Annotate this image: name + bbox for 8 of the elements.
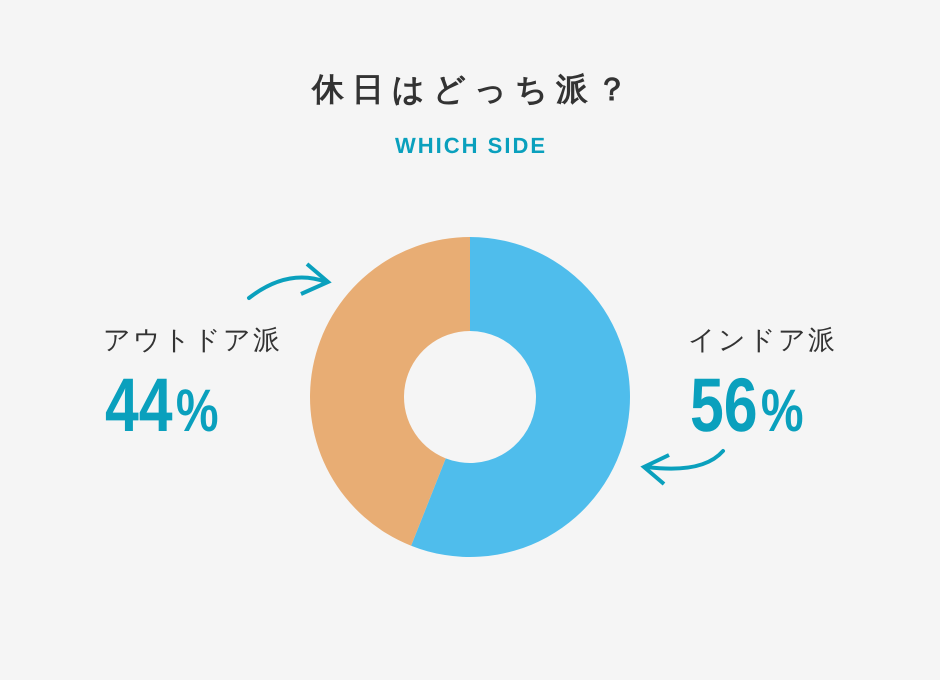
chart-subtitle: WHICH SIDE <box>395 133 547 158</box>
slice-label: インドア派 <box>688 325 837 356</box>
data-label: 44% <box>105 362 219 448</box>
donut-slice <box>411 237 630 557</box>
donut-slice <box>310 237 470 546</box>
chart-title: 休日はどっち派？ <box>311 70 636 108</box>
data-label: 56% <box>690 362 804 448</box>
slice-label: アウトドア派 <box>103 325 282 356</box>
